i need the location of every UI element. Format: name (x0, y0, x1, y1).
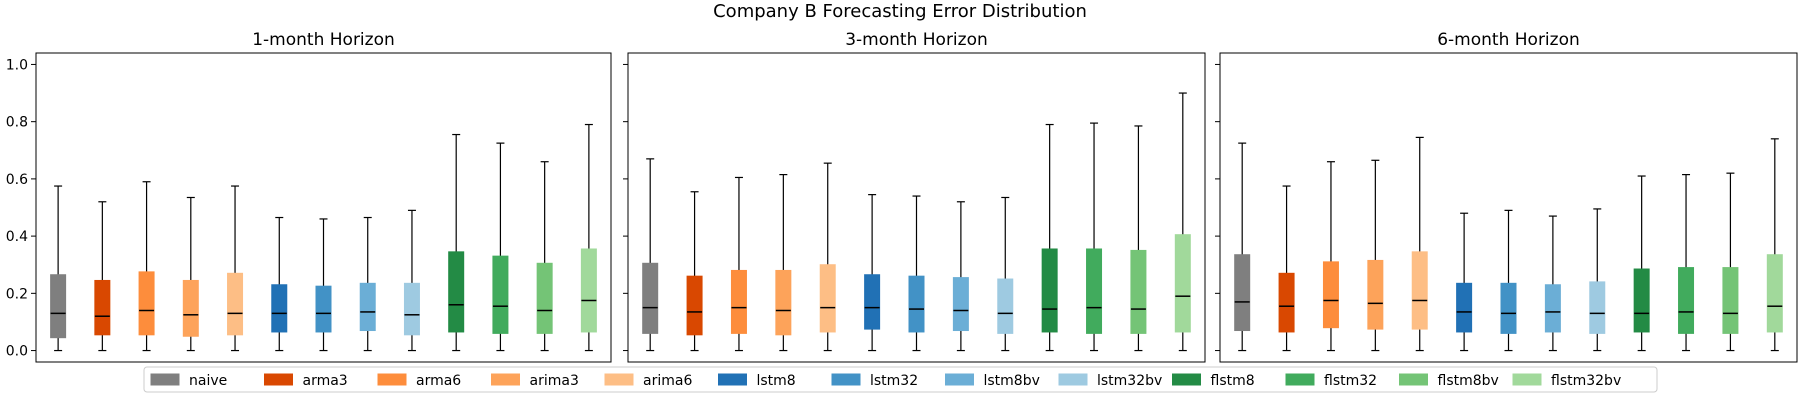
legend-swatch-lstm32 (831, 373, 861, 386)
box-arma6 (138, 271, 155, 336)
legend-swatch-naive (150, 373, 180, 386)
box-flstm8bv (536, 262, 553, 334)
box-lstm8bv (359, 282, 376, 332)
box-lstm8 (864, 274, 881, 330)
box-lstm8 (271, 284, 288, 333)
legend-swatch-arma6 (377, 373, 407, 386)
y-tick-label: 0.8 (6, 115, 28, 131)
box-flstm8 (1633, 268, 1650, 333)
legend-swatch-lstm8 (718, 373, 747, 386)
box-flstm8 (1041, 248, 1058, 333)
box-flstm32bv (1174, 234, 1191, 333)
box-arma3 (1278, 272, 1295, 333)
plot-frame (1219, 52, 1798, 363)
legend-swatch-flstm32bv (1512, 373, 1542, 386)
legend-label: flstm8bv (1438, 373, 1499, 389)
legend-label: lstm8 (757, 373, 796, 389)
legend-label: lstm8bv (984, 373, 1040, 389)
box-lstm32bv (1589, 281, 1606, 334)
legend-label: arma6 (416, 373, 461, 389)
legend-frame (143, 366, 1658, 393)
box-arma3 (686, 275, 703, 336)
legend-swatch-arima6 (604, 373, 634, 386)
legend-label: flstm8 (1211, 373, 1255, 389)
box-flstm32 (1678, 267, 1695, 334)
panel-title: 1-month Horizon (252, 30, 395, 50)
box-flstm32bv (1766, 254, 1783, 333)
legend-label: arima3 (530, 373, 579, 389)
box-lstm32bv (997, 278, 1014, 334)
box-lstm8 (1456, 282, 1473, 333)
y-tick-label: 0.6 (6, 172, 28, 188)
box-lstm32 (908, 275, 925, 333)
legend-label: lstm32 (870, 373, 918, 389)
figure-title: Company B Forecasting Error Distribution (713, 1, 1087, 22)
box-lstm8bv (952, 277, 969, 332)
box-arima6 (227, 272, 244, 336)
legend-swatch-flstm32 (1285, 373, 1315, 386)
box-naive (642, 262, 659, 334)
y-tick-label: 0.4 (6, 229, 28, 245)
box-arma3 (94, 279, 111, 336)
panel-title: 6-month Horizon (1437, 30, 1580, 50)
box-flstm32 (492, 255, 509, 334)
box-arima3 (182, 279, 199, 337)
legend-swatch-lstm8bv (945, 373, 974, 386)
plot-frame (35, 52, 612, 363)
legend-swatch-lstm32bv (1058, 373, 1088, 386)
plot-frame (627, 52, 1206, 363)
panel-title: 3-month Horizon (845, 30, 988, 50)
box-arima6 (1411, 251, 1428, 330)
box-lstm32 (1500, 282, 1517, 334)
box-lstm32bv (403, 282, 420, 336)
box-flstm8 (448, 251, 465, 333)
y-tick-label: 0.0 (6, 344, 28, 360)
box-flstm32 (1086, 248, 1103, 334)
y-tick-label: 0.2 (6, 286, 28, 302)
box-naive (50, 274, 67, 339)
y-tick-label: 1.0 (6, 57, 28, 73)
box-lstm32 (315, 285, 332, 333)
legend-swatch-arima3 (491, 373, 520, 386)
legend-label: arma3 (303, 373, 348, 389)
legend-label: naive (189, 373, 227, 389)
legend-label: arima6 (643, 373, 692, 389)
legend-swatch-flstm8 (1172, 373, 1201, 386)
box-arima3 (775, 269, 792, 336)
box-arma6 (730, 269, 747, 334)
box-arma6 (1322, 261, 1339, 329)
box-lstm8bv (1544, 284, 1561, 333)
box-arima6 (819, 264, 836, 333)
legend-label: flstm32bv (1551, 373, 1621, 389)
box-flstm8bv (1130, 249, 1147, 334)
box-flstm32bv (580, 248, 597, 333)
box-naive (1234, 254, 1251, 332)
box-arima3 (1367, 259, 1384, 330)
legend-swatch-flstm8bv (1399, 373, 1428, 386)
legend-label: lstm32bv (1097, 373, 1162, 389)
legend-swatch-arma3 (264, 373, 293, 386)
box-flstm8bv (1722, 267, 1739, 334)
legend-label: flstm32 (1324, 373, 1377, 389)
